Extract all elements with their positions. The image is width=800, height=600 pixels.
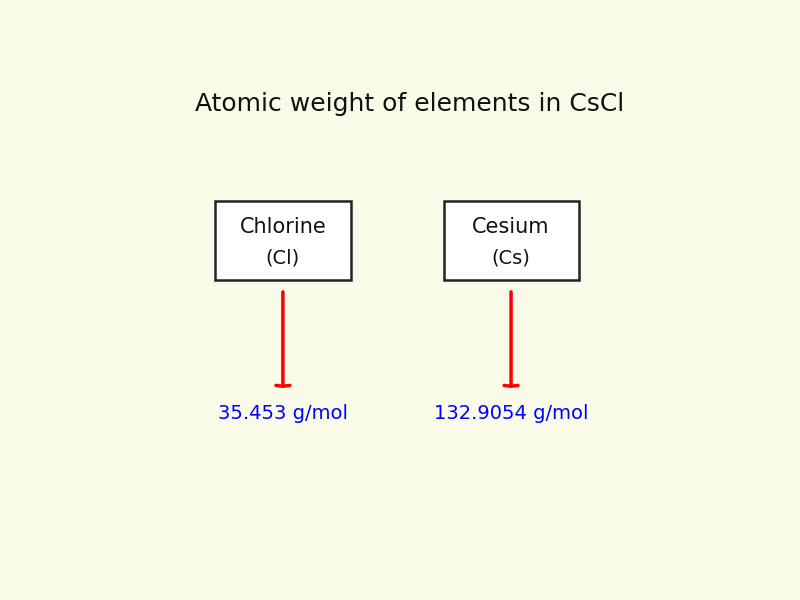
Text: Atomic weight of elements in CsCl: Atomic weight of elements in CsCl	[195, 92, 625, 116]
Text: (Cl): (Cl)	[266, 248, 300, 268]
Text: 35.453 g/mol: 35.453 g/mol	[218, 404, 348, 424]
Bar	[214, 202, 351, 280]
Bar	[444, 202, 579, 280]
Text: 132.9054 g/mol: 132.9054 g/mol	[434, 404, 588, 424]
Text: (Cs): (Cs)	[492, 248, 530, 268]
Text: Cesium: Cesium	[472, 217, 550, 237]
Text: Chlorine: Chlorine	[239, 217, 326, 237]
